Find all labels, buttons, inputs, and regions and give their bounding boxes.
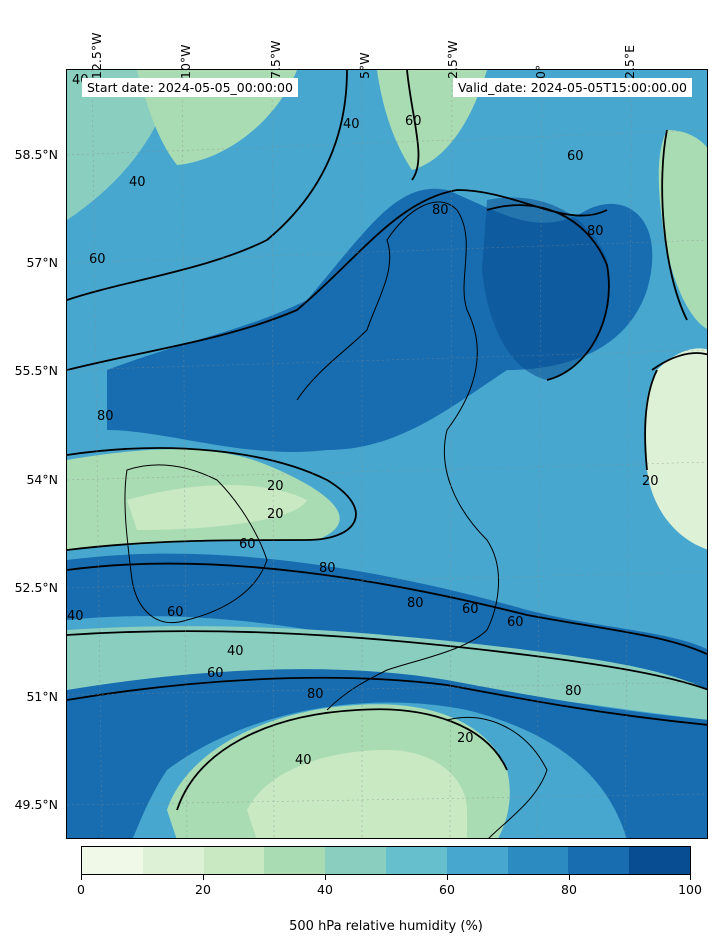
contour-label: 60	[239, 537, 256, 552]
longitude-label: 2.5°E	[622, 44, 637, 79]
longitude-label: 5°W	[357, 52, 372, 79]
longitude-label: 2.5°W	[445, 40, 460, 80]
start-date-label: Start date: 2024-05-05_00:00:00	[82, 78, 298, 97]
contour-label: 40	[227, 644, 244, 659]
colorbar-segment	[446, 847, 508, 874]
longitude-label: 10°W	[178, 44, 193, 79]
contour-label: 80	[97, 409, 114, 424]
contour-label: 80	[432, 203, 449, 218]
contour-label: 40	[295, 753, 312, 768]
latitude-label: 54°N	[26, 472, 58, 487]
contour-label: 80	[565, 684, 582, 699]
northeast-humid-core	[482, 197, 609, 380]
map-canvas: 40 40 40 40 60 60 60 60 60 80 80 80 80 8…	[67, 70, 707, 838]
colorbar-tick-label: 0	[77, 882, 85, 897]
contour-label: 60	[507, 615, 524, 630]
contour-label: 80	[407, 596, 424, 611]
colorbar-title: 500 hPa relative humidity (%)	[289, 919, 483, 934]
contour-label: 60	[567, 149, 584, 164]
colorbar-tick	[81, 875, 82, 880]
east-very-dry-area	[644, 348, 707, 550]
colorbar-segment	[142, 847, 204, 874]
contour-label: 60	[405, 114, 422, 129]
colorbar-segment	[385, 847, 447, 874]
longitude-label: 7.5°W	[268, 40, 283, 80]
colorbar-tick	[203, 875, 204, 880]
contour-label: 80	[307, 687, 324, 702]
latitude-label: 49.5°N	[14, 797, 58, 812]
longitude-label: 0°	[533, 64, 548, 79]
colorbar-tick-label: 20	[195, 882, 211, 897]
colorbar-segment	[629, 847, 690, 874]
contour-label: 40	[129, 175, 146, 190]
ireland-very-dry-band	[127, 485, 307, 530]
south-very-dry-pocket	[247, 750, 467, 838]
colorbar-tick-label: 40	[317, 882, 333, 897]
colorbar-tick-label: 80	[561, 882, 577, 897]
latitude-label: 52.5°N	[14, 580, 58, 595]
colorbar-tick	[690, 875, 691, 880]
contour-label: 80	[319, 561, 336, 576]
east-dry-area	[658, 130, 707, 329]
contour-label: 20	[642, 474, 659, 489]
colorbar-segment	[264, 847, 326, 874]
colorbar-segment	[82, 847, 143, 874]
contour-label: 60	[462, 602, 479, 617]
humidity-map: 40 40 40 40 60 60 60 60 60 80 80 80 80 8…	[66, 69, 708, 839]
colorbar-segment	[203, 847, 265, 874]
contour-label: 60	[89, 252, 106, 267]
contour-lines	[67, 70, 707, 811]
valid-date-label: Valid_date: 2024-05-05T15:00:00.00	[452, 78, 692, 97]
graticule	[67, 70, 707, 838]
contour-label-group: 40 40 40 40 60 60 60 60 60 80 80 80 80 8…	[67, 73, 659, 768]
contour-label: 20	[267, 479, 284, 494]
latitude-label: 51°N	[26, 689, 58, 704]
colorbar-segment	[507, 847, 569, 874]
lower-humid-arc	[67, 669, 707, 838]
colorbar-tick	[569, 875, 570, 880]
colorbar-segment	[568, 847, 630, 874]
colorbar-tick-label: 60	[439, 882, 455, 897]
longitude-label: 12.5°W	[89, 32, 104, 79]
contour-label: 20	[267, 507, 284, 522]
contour-label: 80	[587, 224, 604, 239]
colorbar-segment	[325, 847, 386, 874]
latitude-label: 58.5°N	[14, 147, 58, 162]
contour-label: 40	[67, 609, 84, 624]
contour-label: 20	[457, 731, 474, 746]
colorbar-tick	[325, 875, 326, 880]
contour-label: 40	[343, 117, 360, 132]
latitude-label: 55.5°N	[14, 363, 58, 378]
colorbar-tick-label: 100	[678, 882, 702, 897]
latitude-label: 57°N	[26, 255, 58, 270]
colorbar-tick	[447, 875, 448, 880]
colorbar	[81, 846, 691, 875]
contour-label: 60	[207, 666, 224, 681]
coastlines	[124, 201, 548, 838]
contour-label: 60	[167, 605, 184, 620]
